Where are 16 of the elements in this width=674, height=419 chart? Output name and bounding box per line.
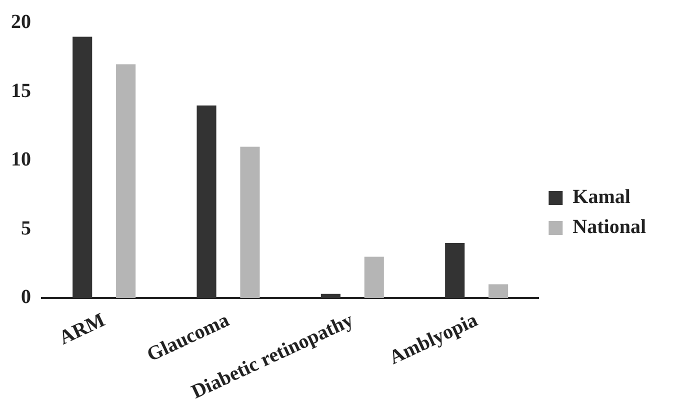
y-tick-label: 10	[11, 148, 31, 171]
bar	[488, 284, 508, 298]
y-tick-label: 20	[11, 11, 31, 34]
bar	[240, 146, 260, 298]
bar	[196, 105, 216, 298]
bar	[320, 294, 340, 298]
bar	[445, 242, 465, 298]
y-tick-label: 15	[11, 80, 31, 102]
y-tick-label: 5	[21, 217, 31, 240]
x-tick-label: ARM	[56, 309, 108, 350]
y-tick-label: 0	[21, 286, 31, 308]
bar	[116, 64, 136, 298]
legend-label: Kamal	[572, 186, 631, 208]
bar	[364, 256, 384, 298]
legend-label: National	[572, 216, 646, 238]
bar	[72, 36, 92, 298]
